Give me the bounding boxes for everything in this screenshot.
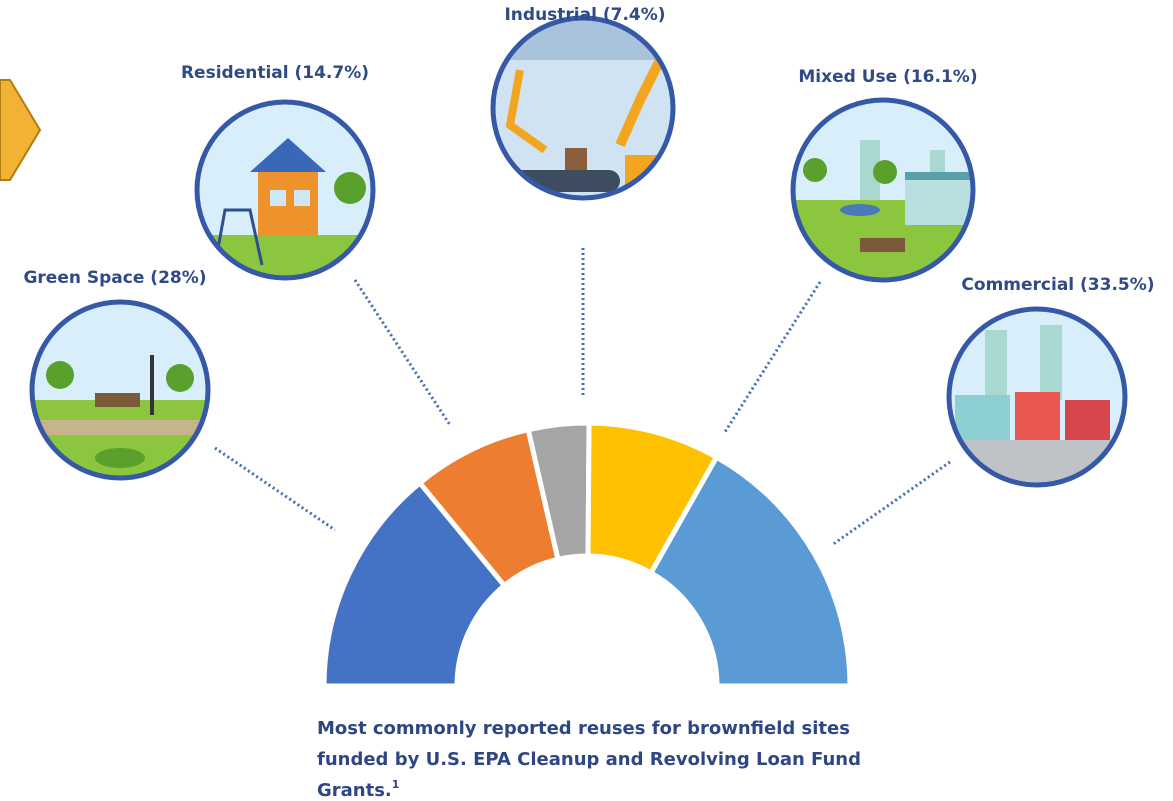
connector [725, 282, 820, 432]
caption: funded by U.S. EPA Cleanup and Revolving… [317, 749, 861, 770]
footnote-marker: 1 [392, 778, 400, 791]
category-label: Mixed Use (16.1%) [798, 67, 977, 87]
category-label: Residential (14.7%) [181, 63, 369, 83]
connector [355, 280, 450, 425]
connector [215, 448, 335, 530]
caption: Grants.1 [317, 778, 399, 801]
category-label: Industrial (7.4%) [504, 5, 665, 25]
category-label: Green Space (28%) [23, 268, 206, 288]
semi-donut [324, 423, 850, 686]
arrow-decoration [0, 80, 40, 180]
category-label: Commercial (33.5%) [961, 275, 1154, 295]
infographic: Green Space (28%) Residential (14.7%) In… [0, 0, 1173, 801]
connector [832, 462, 950, 545]
caption: Most commonly reported reuses for brownf… [317, 718, 850, 739]
caption: Grants. [317, 780, 392, 801]
